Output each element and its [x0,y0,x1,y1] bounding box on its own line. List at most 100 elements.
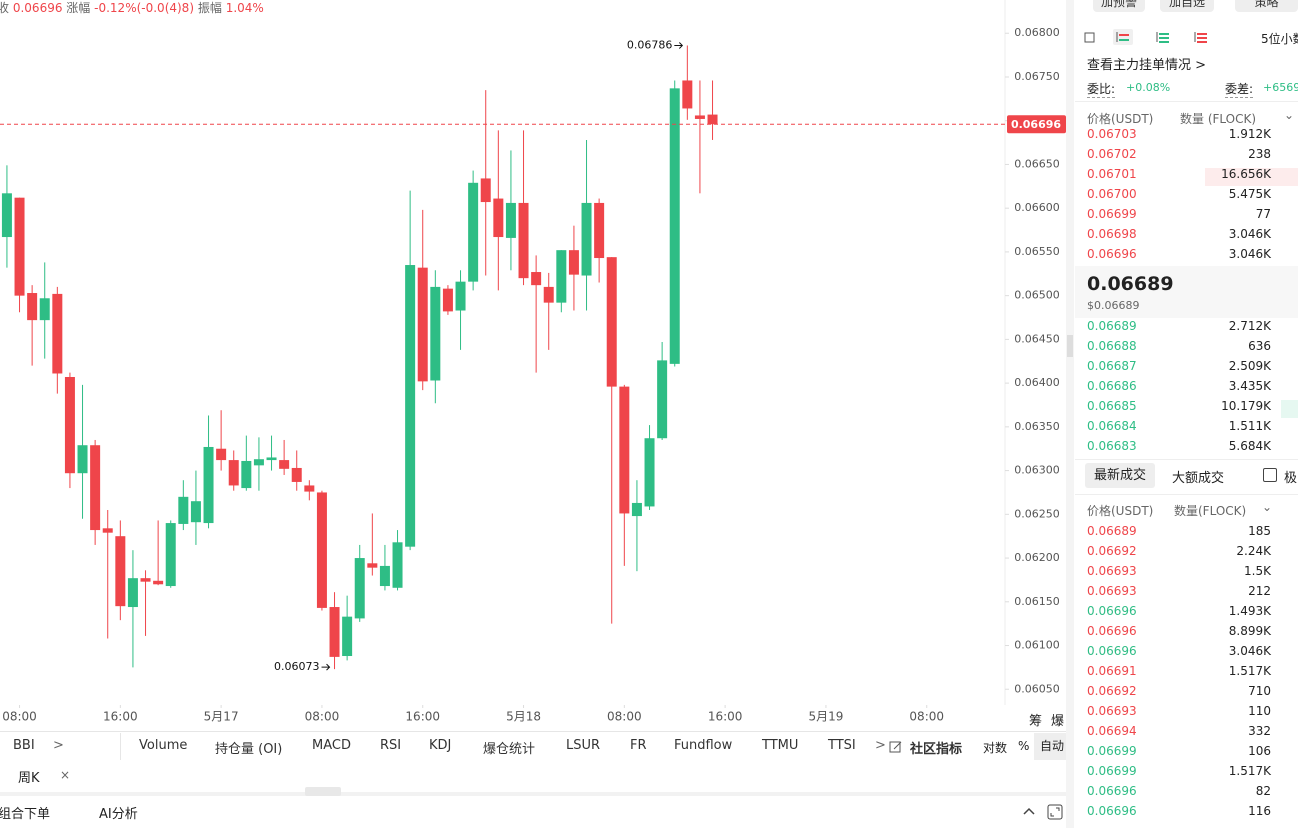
y-tick-label: 0.06300 [1014,464,1060,477]
edit-icon[interactable] [889,740,903,754]
trade-qty: 710 [1248,684,1271,698]
community-indicators[interactable]: 社区指标 [910,742,963,757]
y-tick-label: 0.06400 [1014,376,1060,389]
percent-toggle[interactable]: % [1018,739,1030,753]
trade-price: 0.06696 [1087,604,1137,618]
bid-qty: 2.509K [1228,359,1271,373]
ask-qty: 3.046K [1228,247,1271,261]
label: 收 [0,1,10,15]
close-icon[interactable]: × [60,768,71,782]
candle-body [682,80,693,109]
y-tick-label: 0.06750 [1014,70,1060,83]
tab-active[interactable]: 最新成交 [1085,463,1155,488]
checkbox[interactable] [1263,468,1277,482]
indicator-tab[interactable]: MACD [312,738,351,753]
trade-price: 0.06692 [1087,544,1137,558]
ask-qty: 238 [1248,147,1271,161]
axis-tool[interactable]: 筹 [1029,714,1043,729]
y-tick-label: 0.06250 [1014,507,1060,520]
axis-tool[interactable]: 爆 [1051,714,1065,729]
panel-handle[interactable] [1067,335,1073,357]
button[interactable]: 策略 [1235,0,1298,12]
price-tag-label: 0.06696 [1011,118,1061,131]
collapse-icon[interactable] [1022,806,1036,816]
candle-body [241,460,252,489]
candle-body [1,193,12,238]
auto-toggle[interactable]: 自动 [1034,733,1070,760]
indicator-tab[interactable]: FR [630,738,647,753]
x-tick-label: 08:00 [607,710,642,724]
chevron[interactable]: > [53,738,64,753]
indicator-tab[interactable]: RSI [380,738,402,753]
trade-price: 0.06693 [1087,564,1137,578]
indicator-tab[interactable]: KDJ [429,738,452,753]
trade-price: 0.06696 [1087,784,1137,798]
column-header: 价格(USDT) [1087,504,1154,518]
candle-body [228,460,239,486]
trade-qty: 185 [1248,524,1271,538]
value: 0.06696 [12,1,63,15]
candle-body [77,445,88,474]
chevron[interactable]: ⌄ [1262,500,1273,514]
extreme-label: 0.06786 [627,38,673,51]
candle-body [531,272,542,286]
indicator-tab[interactable]: 持仓量 (OI) [215,742,283,757]
candle-body [631,502,642,517]
divider [0,792,1070,796]
candle-body [480,178,491,203]
indicator-tab[interactable]: TTSI [828,738,856,753]
candle-body [657,360,668,439]
trade-price: 0.06693 [1087,704,1137,718]
extreme-arrow [674,42,684,49]
expand-icon[interactable] [1047,804,1063,820]
trade-price: 0.06696 [1087,624,1137,638]
candle-body [354,558,365,619]
main-orders-link[interactable]: 查看主力挂单情况 > [1087,58,1207,73]
candle-body [253,459,264,466]
book-view-icons[interactable] [1083,29,1213,45]
extreme-label: 0.06073 [274,660,320,673]
diff-label: 委差: [1225,82,1254,98]
chevron[interactable]: ⌄ [1284,108,1295,122]
button[interactable]: 加预警 [1093,0,1145,12]
price-tag [1007,115,1066,134]
trade-qty: 332 [1248,724,1271,738]
ask-price: 0.06702 [1087,147,1137,161]
resize-handle[interactable] [305,787,341,796]
bid-price: 0.06689 [1087,319,1137,333]
candle-body [694,115,705,119]
link-text[interactable]: 查看主力挂单情况 [1087,58,1192,73]
chevron[interactable]: > [875,738,886,753]
indicator-tab[interactable]: Fundflow [674,738,733,753]
indicator-tab[interactable]: Volume [139,738,188,753]
bid-price: 0.06687 [1087,359,1137,373]
candle-body [568,250,579,275]
trade-qty: 82 [1255,784,1271,798]
trade-qty: 106 [1248,744,1271,758]
value: -0.12%(-0.0(4)8) [94,1,195,15]
ask-qty: 5.475K [1228,187,1271,201]
indicator-tab[interactable]: BBI [13,738,35,753]
bottom-tab[interactable]: AI分析 [99,807,138,822]
bid-price: 0.06688 [1087,339,1137,353]
y-tick-label: 0.06150 [1014,595,1060,608]
y-tick-label: 0.06200 [1014,551,1060,564]
candle-body [543,286,554,303]
y-tick-label: 0.06800 [1014,26,1060,39]
candle-body [405,265,416,547]
tab[interactable]: 大额成交 [1172,471,1225,486]
candle-body [203,446,214,524]
indicator-tab[interactable]: 爆仓统计 [483,742,536,757]
log-toggle[interactable]: 对数 [983,741,1008,755]
candle-body [669,88,680,364]
ratio-label: 委比: [1087,82,1116,98]
indicator-tab[interactable]: TTMU [762,738,799,753]
bottom-tab[interactable]: 组合下单 [0,807,51,822]
decimals-select[interactable]: 5位小数 [1261,32,1298,46]
x-tick-label: 16:00 [103,710,138,724]
ask-qty: 1.912K [1228,127,1271,141]
period-tab[interactable]: 周K [18,771,40,786]
indicator-tab[interactable]: LSUR [566,738,601,753]
button[interactable]: 加自选 [1160,0,1214,12]
candle-body [505,202,516,238]
